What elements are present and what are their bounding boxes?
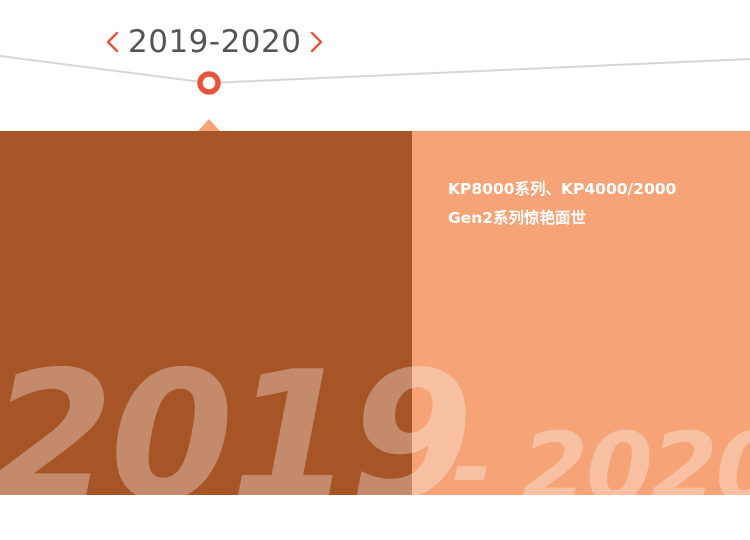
milestone-headline-line1: KP8000系列、KP4000/2000 [448, 180, 677, 198]
timeline-header: 2019-2020 [0, 0, 750, 131]
milestone-image-panel [0, 131, 412, 495]
year-navigator: 2019-2020 [100, 20, 329, 64]
timeline-marker-icon[interactable] [196, 70, 222, 96]
milestone-headline: KP8000系列、KP4000/2000 Gen2系列惊艳面世 [448, 175, 738, 233]
watermark-year-end: - 2020 [452, 412, 750, 524]
watermark-year-start: 2019 [0, 333, 473, 540]
chevron-right-icon[interactable] [305, 22, 329, 62]
pointer-triangle [198, 119, 220, 131]
year-range-label: 2019-2020 [128, 24, 302, 60]
milestone-text-panel: KP8000系列、KP4000/2000 Gen2系列惊艳面世 [412, 131, 750, 495]
milestone-headline-line2: Gen2系列惊艳面世 [448, 209, 587, 227]
chevron-left-icon[interactable] [100, 22, 124, 62]
